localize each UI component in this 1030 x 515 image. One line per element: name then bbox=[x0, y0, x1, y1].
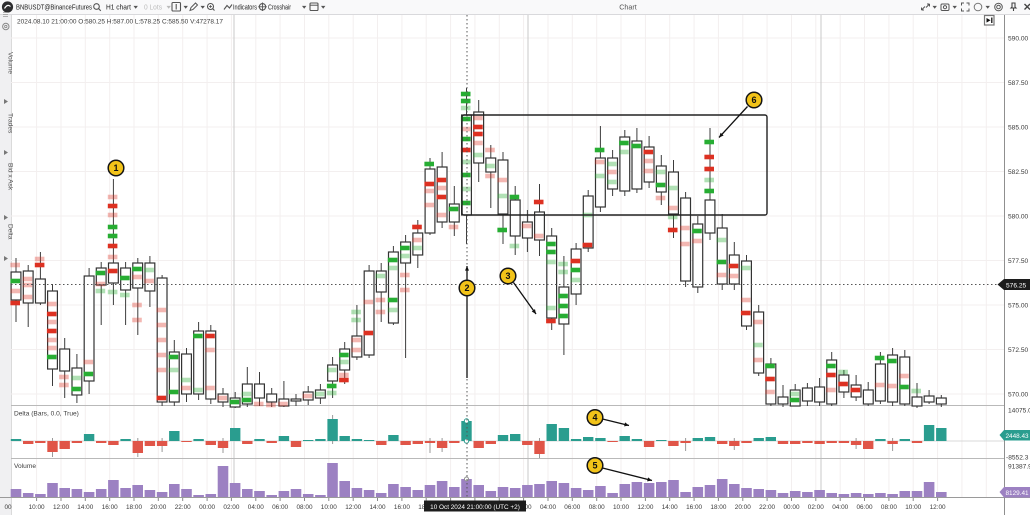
svg-text:14:00: 14:00 bbox=[662, 504, 678, 511]
svg-text:2024.08.10 21:00:00 O:580.25 H: 2024.08.10 21:00:00 O:580.25 H:587.00 L:… bbox=[17, 18, 223, 25]
svg-text:10:00: 10:00 bbox=[613, 504, 629, 511]
svg-text:20:00: 20:00 bbox=[735, 504, 751, 511]
svg-text:Bid x Ask: Bid x Ask bbox=[7, 163, 14, 191]
svg-text:00:00: 00:00 bbox=[784, 504, 800, 511]
svg-text:4: 4 bbox=[592, 413, 597, 423]
svg-text:Volume: Volume bbox=[14, 463, 36, 470]
svg-text:1: 1 bbox=[113, 163, 118, 173]
svg-text:16:00: 16:00 bbox=[394, 504, 410, 511]
svg-text:00: 00 bbox=[4, 504, 12, 511]
svg-text:18:00: 18:00 bbox=[126, 504, 142, 511]
svg-text:590.00: 590.00 bbox=[1008, 35, 1029, 42]
svg-text:22:00: 22:00 bbox=[759, 504, 775, 511]
svg-text:12:00: 12:00 bbox=[345, 504, 361, 511]
svg-text:3: 3 bbox=[505, 271, 510, 281]
svg-text:587.50: 587.50 bbox=[1008, 80, 1029, 87]
svg-text:06:00: 06:00 bbox=[272, 504, 288, 511]
svg-text:12:00: 12:00 bbox=[53, 504, 69, 511]
svg-text:04:00: 04:00 bbox=[248, 504, 264, 511]
svg-text:-8552.3: -8552.3 bbox=[1006, 455, 1029, 462]
svg-text:Delta: Delta bbox=[7, 224, 14, 240]
svg-text:06:00: 06:00 bbox=[857, 504, 873, 511]
svg-text:06:00: 06:00 bbox=[564, 504, 580, 511]
svg-text:Trades: Trades bbox=[7, 113, 14, 134]
svg-text:02:00: 02:00 bbox=[808, 504, 824, 511]
svg-text:2448.43: 2448.43 bbox=[1006, 433, 1030, 440]
svg-text:8129.41: 8129.41 bbox=[1006, 490, 1030, 497]
svg-text:572.50: 572.50 bbox=[1008, 347, 1029, 354]
svg-text:10 Oct 2024 21:00:00 (UTC +2): 10 Oct 2024 21:00:00 (UTC +2) bbox=[430, 504, 520, 511]
svg-text:5: 5 bbox=[592, 461, 597, 471]
svg-text:18:00: 18:00 bbox=[710, 504, 726, 511]
svg-text:582.50: 582.50 bbox=[1008, 169, 1029, 176]
svg-text:576.25: 576.25 bbox=[1006, 282, 1027, 289]
svg-text:16:00: 16:00 bbox=[686, 504, 702, 511]
svg-text:14:00: 14:00 bbox=[370, 504, 386, 511]
svg-text:08:00: 08:00 bbox=[881, 504, 897, 511]
svg-text:10:00: 10:00 bbox=[905, 504, 921, 511]
svg-text:14:00: 14:00 bbox=[77, 504, 93, 511]
svg-text:12:00: 12:00 bbox=[930, 504, 946, 511]
svg-text:Delta (Bars, 0.0, True): Delta (Bars, 0.0, True) bbox=[14, 411, 79, 418]
svg-text:570.00: 570.00 bbox=[1008, 391, 1029, 398]
svg-text:91387.9: 91387.9 bbox=[1008, 464, 1030, 471]
svg-text:Volume: Volume bbox=[7, 52, 14, 74]
svg-text:H1 chart: H1 chart bbox=[106, 3, 131, 12]
svg-text:2: 2 bbox=[464, 283, 469, 293]
svg-text:20:00: 20:00 bbox=[150, 504, 166, 511]
svg-text:0 Lots: 0 Lots bbox=[144, 3, 162, 12]
svg-text:580.00: 580.00 bbox=[1008, 213, 1029, 220]
svg-text:575.00: 575.00 bbox=[1008, 302, 1029, 309]
svg-text:12:00: 12:00 bbox=[637, 504, 653, 511]
svg-text:08:00: 08:00 bbox=[589, 504, 605, 511]
svg-text:BNBUSDT@BinanceFutures: BNBUSDT@BinanceFutures bbox=[16, 3, 92, 12]
svg-text:04:00: 04:00 bbox=[832, 504, 848, 511]
svg-text:Crosshair: Crosshair bbox=[268, 3, 291, 12]
svg-text:6: 6 bbox=[751, 95, 756, 105]
svg-text:Chart: Chart bbox=[619, 3, 637, 12]
svg-text:10:00: 10:00 bbox=[321, 504, 337, 511]
svg-text:577.50: 577.50 bbox=[1008, 258, 1029, 265]
svg-text:10:00: 10:00 bbox=[29, 504, 45, 511]
svg-text:16:00: 16:00 bbox=[102, 504, 118, 511]
svg-text:22:00: 22:00 bbox=[175, 504, 191, 511]
svg-text:08:00: 08:00 bbox=[297, 504, 313, 511]
svg-text:585.00: 585.00 bbox=[1008, 124, 1029, 131]
svg-text:Indicators: Indicators bbox=[233, 3, 257, 12]
svg-text:04:00: 04:00 bbox=[540, 504, 556, 511]
svg-text:00:00: 00:00 bbox=[199, 504, 215, 511]
svg-text:14075.0: 14075.0 bbox=[1008, 408, 1030, 415]
svg-text:02:00: 02:00 bbox=[223, 504, 239, 511]
